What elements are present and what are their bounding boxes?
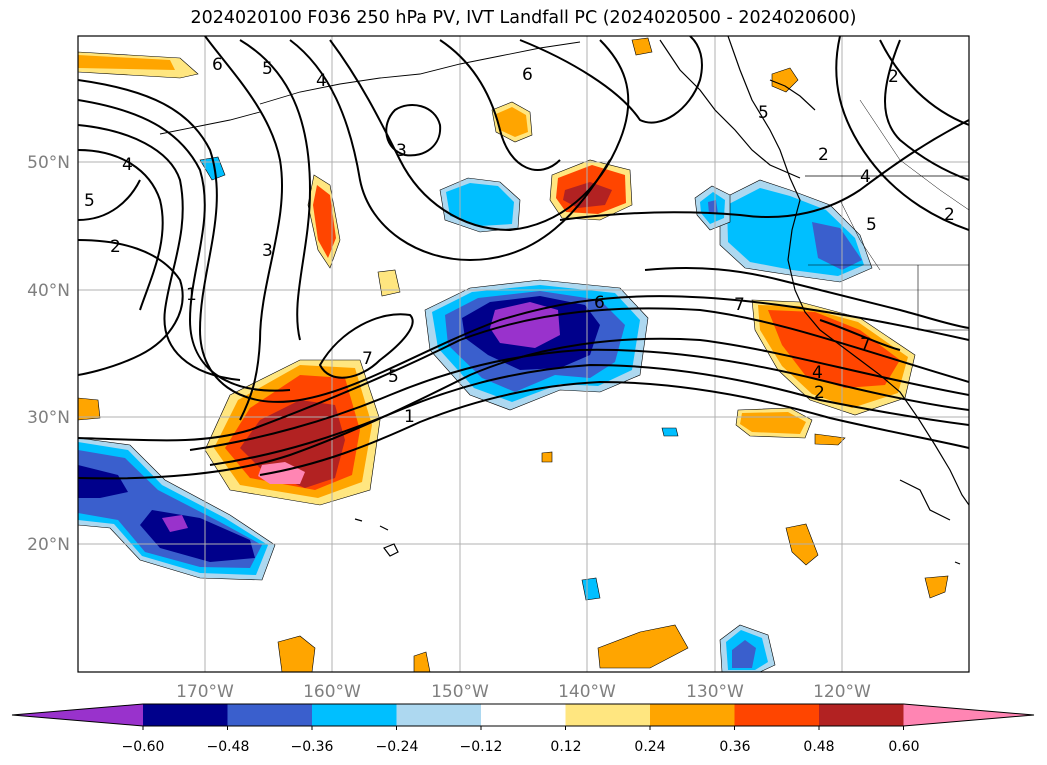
lon-label: 120°W	[813, 682, 871, 702]
contour-labels: 6 5 4 6 3 4 5 2 3 1 5 2 4 5 2 7 5 1 6 7 …	[84, 55, 955, 427]
contour-label: 3	[262, 241, 273, 261]
lon-label: 140°W	[558, 682, 616, 702]
colorbar-segment	[481, 704, 566, 726]
colorbar-tick-label: −0.12	[460, 739, 503, 755]
contour-label: 2	[888, 67, 899, 87]
colorbar-tick-label: −0.36	[291, 739, 334, 755]
colorbar-extend-min	[12, 704, 143, 726]
lat-label: 20°N	[27, 535, 70, 555]
map-plot: 6 5 4 6 3 4 5 2 3 1 5 2 4 5 2 7 5 1 6 7 …	[78, 36, 969, 672]
colorbar-segment	[396, 704, 482, 726]
contour-label: 5	[388, 367, 399, 387]
contour-label: 4	[316, 71, 327, 91]
contour-label: 7	[362, 349, 373, 369]
contour-label: 6	[522, 65, 533, 85]
lon-label: 160°W	[303, 682, 361, 702]
colorbar-segment	[650, 704, 735, 726]
lat-label: 30°N	[27, 408, 70, 428]
colorbar-segment	[734, 704, 820, 726]
colorbar-tick-label: 0.24	[634, 739, 665, 755]
colorbar-segment	[312, 704, 397, 726]
lon-label: 170°W	[176, 682, 234, 702]
contour-label: 1	[186, 285, 197, 305]
contour-label: 1	[404, 407, 415, 427]
colorbar-segment	[143, 704, 228, 726]
colorbar-tick-label: −0.48	[207, 739, 250, 755]
coastlines	[159, 36, 969, 565]
pv-contours	[78, 36, 969, 480]
lat-label: 40°N	[27, 281, 70, 301]
map-title: 2024020100 F036 250 hPa PV, IVT Landfall…	[190, 8, 857, 28]
colorbar-labels: −0.60 −0.48 −0.36 −0.24 −0.12 0.12 0.24 …	[122, 739, 920, 755]
colorbar-tick-label: 0.48	[803, 739, 834, 755]
colorbar-segment	[819, 704, 904, 726]
contour-label: 3	[396, 141, 407, 161]
contour-label: 4	[860, 167, 871, 187]
colorbar-tick-label: 0.60	[888, 739, 919, 755]
contour-label: 6	[594, 293, 605, 313]
contour-label: 5	[758, 103, 769, 123]
colorbar-tick-label: −0.60	[122, 739, 165, 755]
contour-label: 2	[814, 383, 825, 403]
contour-label: 2	[944, 205, 955, 225]
contour-label: 2	[110, 237, 121, 257]
longitude-labels: 170°W 160°W 150°W 140°W 130°W 120°W	[176, 682, 871, 702]
contour-label: 2	[818, 145, 829, 165]
contour-label: 6	[212, 55, 223, 75]
colorbar-segment	[227, 704, 313, 726]
contour-label: 7	[734, 295, 745, 315]
lon-label: 130°W	[686, 682, 744, 702]
colorbar-tick-label: 0.36	[719, 739, 750, 755]
contour-label: 5	[84, 191, 95, 211]
colorbar-extend-max	[903, 704, 1034, 726]
colorbar-tick-label: 0.12	[550, 739, 581, 755]
contour-label: 4	[122, 155, 133, 175]
lon-label: 150°W	[431, 682, 489, 702]
latitude-labels: 50°N 40°N 30°N 20°N	[27, 153, 70, 555]
contour-label: 7	[860, 335, 871, 355]
contour-label: 5	[262, 59, 273, 79]
contour-label: 4	[812, 363, 823, 383]
contour-label: 5	[866, 215, 877, 235]
colorbar-segment	[565, 704, 651, 726]
map-frame	[77, 35, 970, 673]
colorbar-tick-label: −0.24	[376, 739, 419, 755]
colorbar	[11, 703, 1035, 730]
lat-label: 50°N	[27, 153, 70, 173]
